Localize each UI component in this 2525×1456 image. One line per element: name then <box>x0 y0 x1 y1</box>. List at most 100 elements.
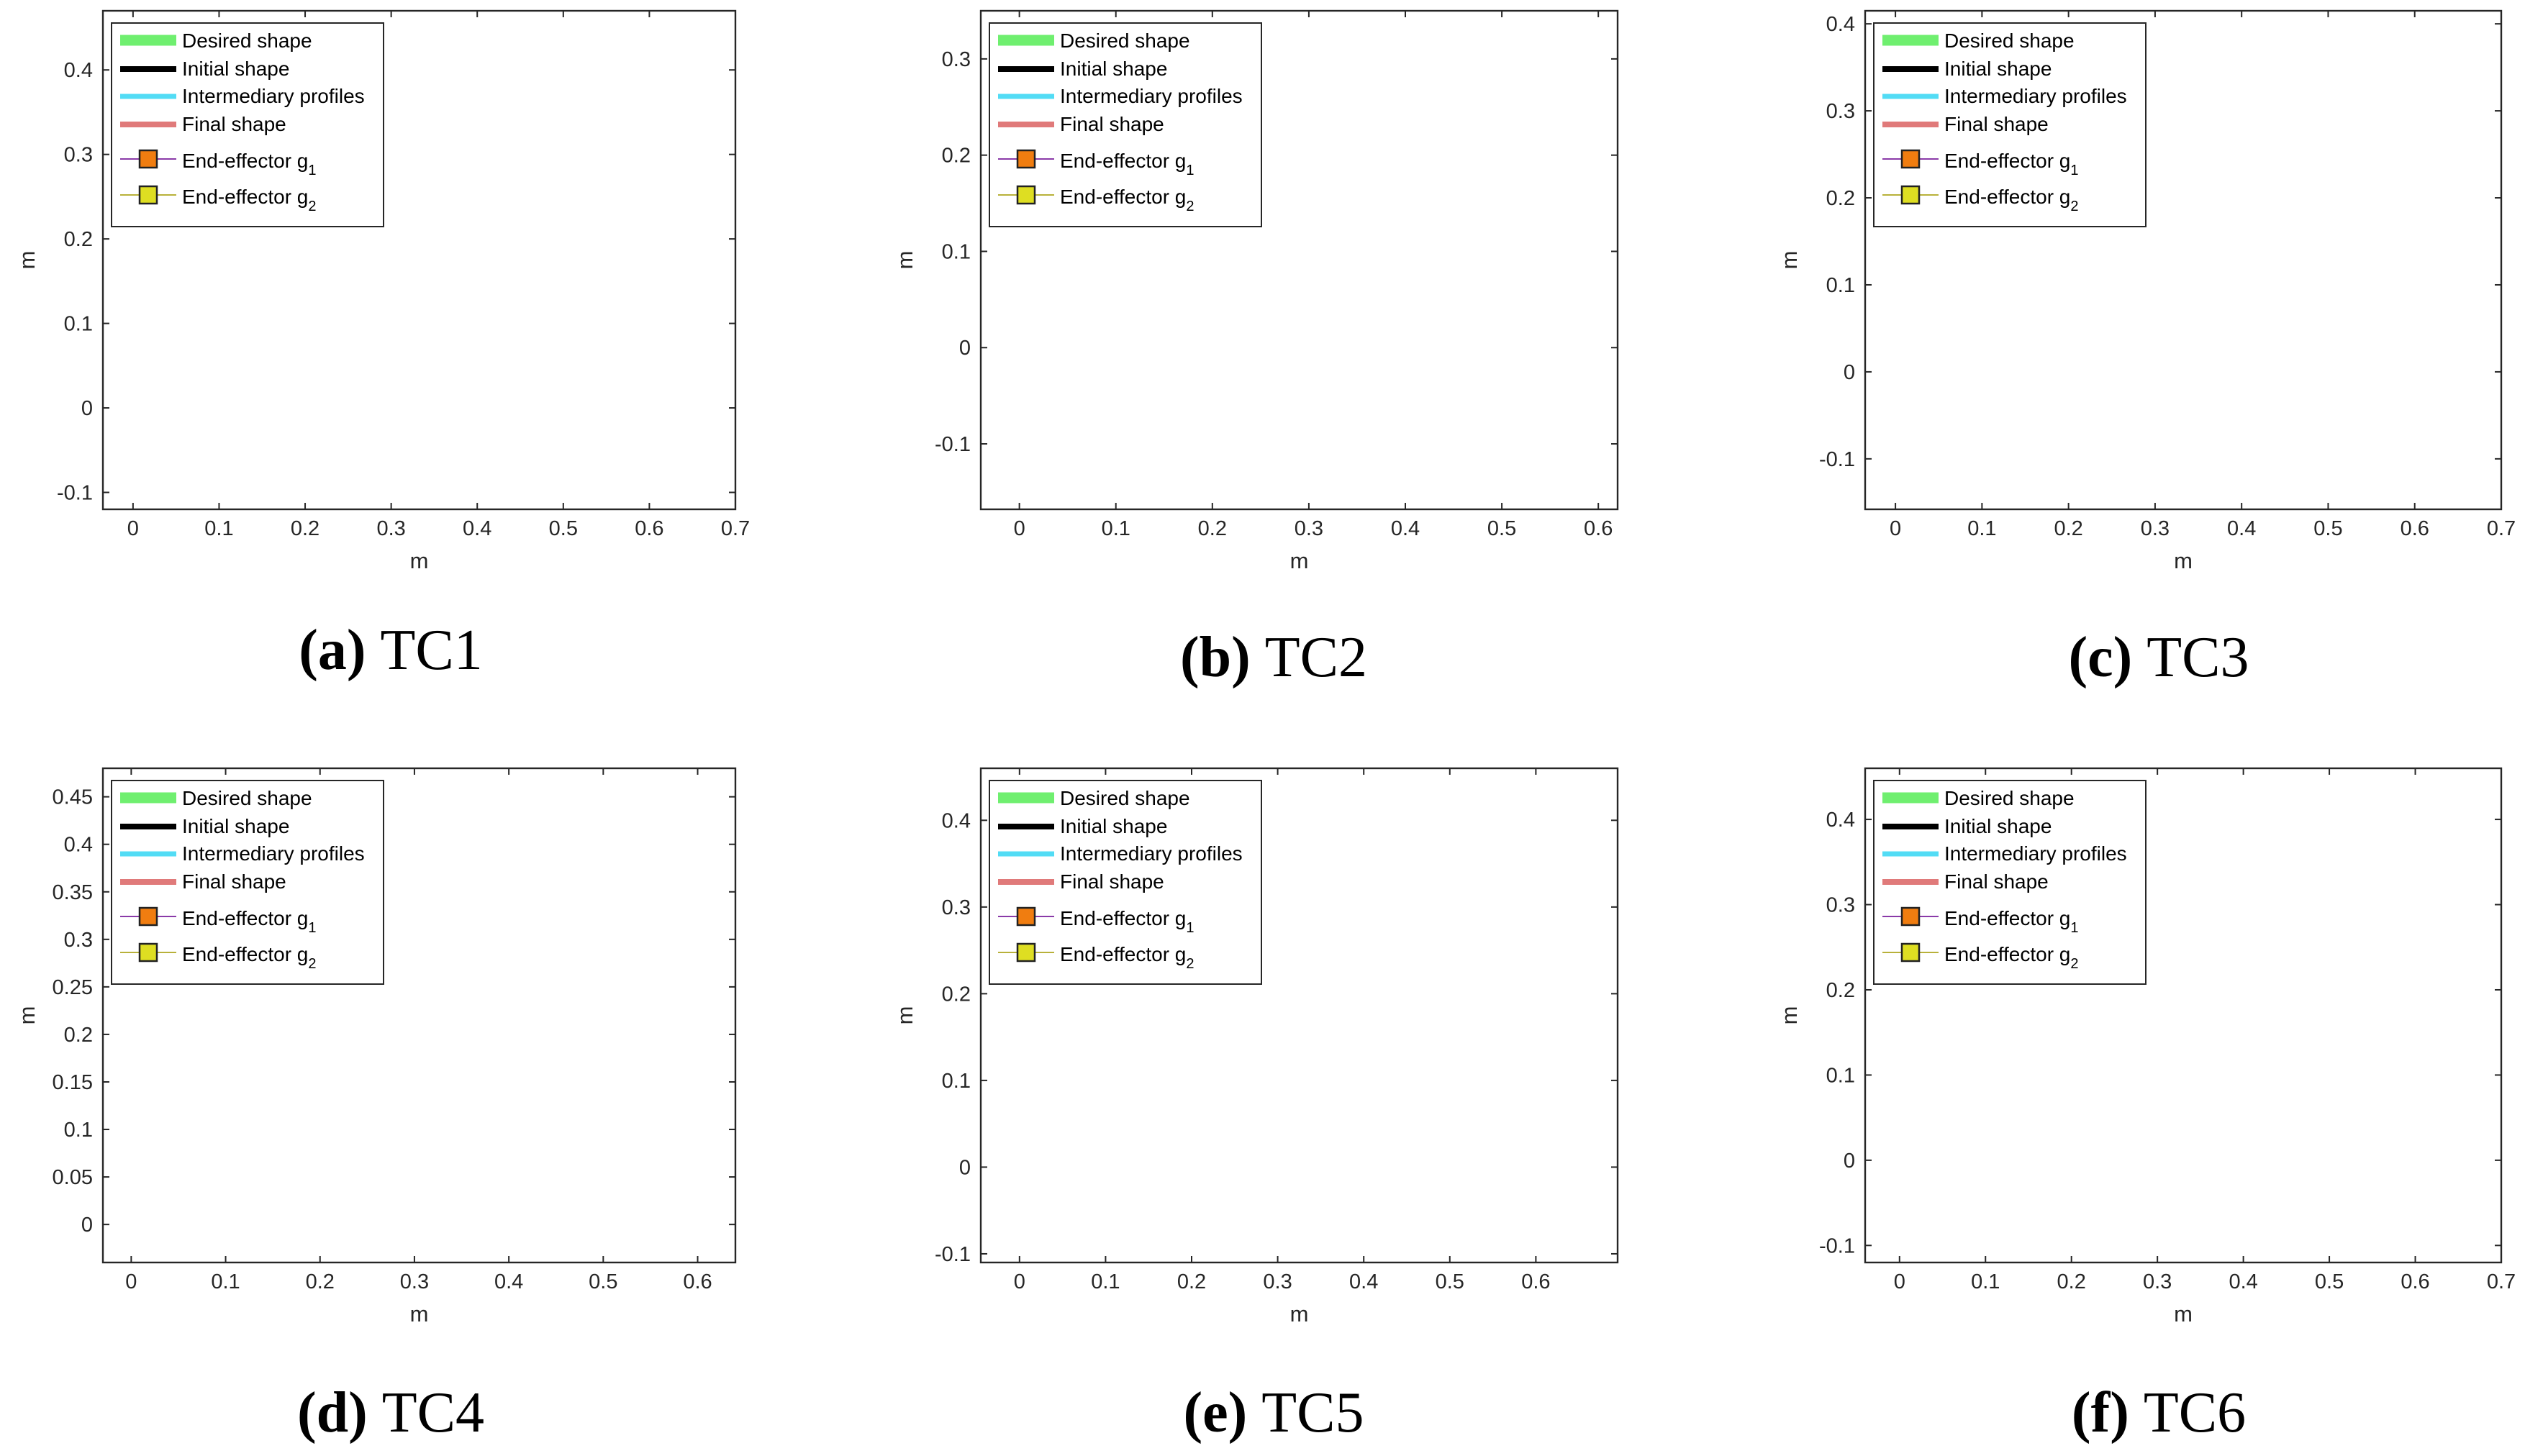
legend: Desired shape Initial shape Intermediary p… <box>1873 780 2147 985</box>
legend-entry-label: Intermediary profiles <box>1060 85 1243 107</box>
x-tick-label: 0.4 <box>494 1270 523 1293</box>
legend-subscript: 2 <box>2070 199 2078 214</box>
x-tick-label: 0.4 <box>1391 517 1420 540</box>
y-tick-label: 0.2 <box>64 1024 93 1047</box>
y-tick-label: -0.1 <box>935 433 971 456</box>
panel-caption: (d) TC4 <box>297 1381 484 1444</box>
legend-subscript: 2 <box>1186 199 1194 214</box>
panel-caption: (f) TC6 <box>2072 1381 2246 1444</box>
x-axis-label: m <box>410 548 429 573</box>
legend-entry-label: Desired shape <box>182 787 312 809</box>
legend-entry-label: Initial shape <box>1060 58 1167 80</box>
legend-entry-label: Final shape <box>182 113 286 135</box>
y-tick-label: 0.2 <box>942 145 971 168</box>
x-tick-label: 0.5 <box>549 517 578 540</box>
legend-entry-label: Final shape <box>1060 113 1164 135</box>
x-tick-label: 0.5 <box>2315 1270 2344 1293</box>
y-tick-label: 0.4 <box>64 59 93 82</box>
legend: Desired shape Initial shape Intermediary p… <box>989 780 1262 985</box>
legend-subscript: 1 <box>1186 920 1194 936</box>
x-tick-label: 0.1 <box>204 517 233 540</box>
x-axis-label: m <box>2174 1301 2193 1327</box>
legend-entry-label: Desired shape <box>1944 787 2075 809</box>
y-tick-label: 0.4 <box>1826 809 1855 832</box>
x-tick-label: 0.7 <box>2487 1270 2516 1293</box>
legend-entry-label: Initial shape <box>1944 815 2052 837</box>
y-tick-label: 0.3 <box>1826 100 1855 123</box>
y-tick-label: 0 <box>959 1156 971 1179</box>
y-tick-label: 0 <box>959 337 971 360</box>
x-tick-label: 0.4 <box>1349 1270 1378 1293</box>
legend-entry-label: Desired shape <box>1944 29 2075 52</box>
legend: Desired shape Initial shape Intermediary p… <box>111 22 384 227</box>
x-tick-label: 0.2 <box>291 517 319 540</box>
y-tick-label: 0.4 <box>1826 13 1855 36</box>
legend-entry-label: Desired shape <box>1060 29 1190 52</box>
legend-g1-marker <box>1016 149 1036 169</box>
panel-caption: (b) TC2 <box>1180 626 1367 689</box>
y-tick-label: 0.4 <box>942 809 971 832</box>
x-axis-label: m <box>1290 548 1309 573</box>
x-axis-label: m <box>2174 548 2193 573</box>
legend-entry-label: Intermediary profiles <box>182 842 365 865</box>
legend-entry-label: Initial shape <box>182 58 289 80</box>
y-tick-label: 0.2 <box>1826 979 1855 1002</box>
x-tick-label: 0 <box>1014 1270 1025 1293</box>
legend-subscript: 1 <box>308 163 316 178</box>
x-tick-label: 0.6 <box>683 1270 712 1293</box>
legend-subscript: 2 <box>1186 956 1194 972</box>
x-tick-label: 0.1 <box>1102 517 1130 540</box>
y-tick-label: 0.4 <box>64 834 93 857</box>
x-tick-label: 0.3 <box>376 517 405 540</box>
x-tick-label: 0.3 <box>2141 517 2170 540</box>
y-tick-label: 0.3 <box>1826 894 1855 917</box>
legend-g2-marker <box>1900 942 1921 963</box>
x-tick-label: 0.6 <box>2401 1270 2429 1293</box>
caption-text: TC2 <box>1265 626 1367 689</box>
x-tick-label: 0.4 <box>463 517 491 540</box>
x-tick-label: 0.3 <box>1263 1270 1292 1293</box>
y-tick-label: 0.3 <box>942 896 971 919</box>
y-tick-label: 0 <box>81 1214 93 1237</box>
legend-entry-label: Desired shape <box>1060 787 1190 809</box>
y-tick-label: 0.3 <box>64 929 93 952</box>
x-tick-label: 0 <box>127 517 139 540</box>
caption-label: (f) <box>2072 1381 2144 1444</box>
x-tick-label: 0.2 <box>2054 517 2082 540</box>
legend-entry-label: Final shape <box>182 870 286 893</box>
legend-g2-marker <box>138 942 158 963</box>
legend-subscript: 2 <box>2070 956 2078 972</box>
x-axis-label: m <box>410 1301 429 1327</box>
y-axis-label: m <box>1777 251 1802 270</box>
legend: Desired shape Initial shape Intermediary p… <box>1873 22 2147 227</box>
legend-g1-marker <box>1900 906 1921 927</box>
y-tick-label: 0 <box>81 397 93 420</box>
chart-panel-tc3: 0 0.1 0.2 0.3 0.4 0.5 0.6 0.7 -0.1 0 0.1 0.2 0.3 0.4 m… <box>1777 9 2516 573</box>
legend-entry-label: Desired shape <box>182 29 312 52</box>
y-axis-label: m <box>14 251 40 270</box>
legend-g2-marker <box>1016 942 1036 963</box>
y-tick-label: 0.2 <box>1826 187 1855 210</box>
caption-text: TC4 <box>382 1381 484 1444</box>
x-tick-label: 0.1 <box>1967 517 1996 540</box>
y-axis-label: m <box>892 1006 917 1025</box>
legend-g1-marker <box>138 149 158 169</box>
y-tick-label: 0.35 <box>53 881 93 904</box>
y-tick-label: -0.1 <box>1819 1234 1855 1257</box>
y-tick-label: 0.05 <box>53 1166 93 1189</box>
caption-text: TC1 <box>381 619 483 682</box>
y-tick-label: 0.2 <box>64 228 93 251</box>
legend-subscript: 1 <box>2070 920 2078 936</box>
caption-text: TC6 <box>2144 1381 2246 1444</box>
y-tick-label: 0.3 <box>942 48 971 71</box>
x-tick-label: 0.7 <box>721 517 750 540</box>
legend-entry-label: Initial shape <box>1060 815 1167 837</box>
legend-subscript: 1 <box>1186 163 1194 178</box>
panel-caption: (e) TC5 <box>1183 1381 1364 1444</box>
x-tick-label: 0.6 <box>1521 1270 1550 1293</box>
caption-label: (d) <box>297 1381 382 1444</box>
x-tick-label: 0.7 <box>2487 517 2516 540</box>
y-tick-label: 0.1 <box>942 240 971 263</box>
x-tick-label: 0.4 <box>2229 1270 2257 1293</box>
